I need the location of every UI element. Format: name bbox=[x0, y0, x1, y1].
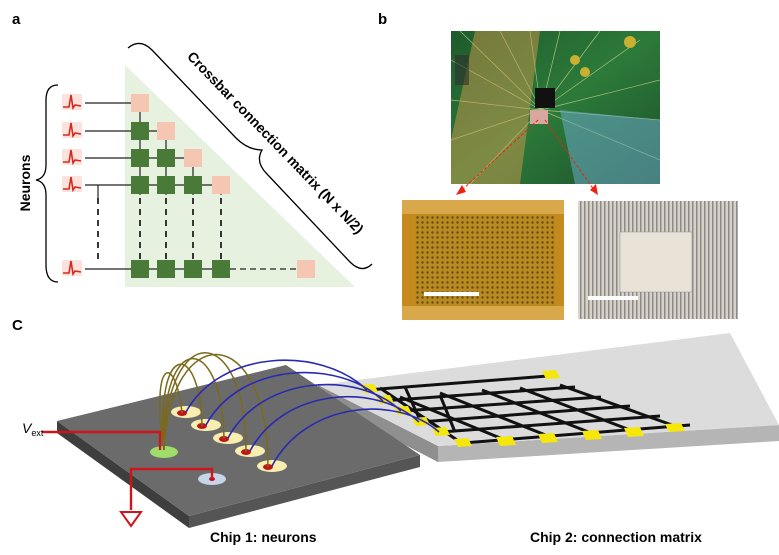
node-pink bbox=[157, 122, 175, 140]
node-pink bbox=[184, 149, 202, 167]
input-electrode bbox=[150, 446, 178, 458]
chip1-label: Chip 1: neurons bbox=[210, 529, 317, 545]
node-green bbox=[131, 260, 149, 278]
node-green bbox=[131, 122, 149, 140]
spike-icon bbox=[62, 94, 82, 111]
node-green bbox=[157, 176, 175, 194]
node-green bbox=[131, 176, 149, 194]
spike-icon bbox=[62, 122, 82, 139]
node-green bbox=[184, 176, 202, 194]
scale-bar bbox=[424, 292, 479, 296]
spike-icon bbox=[62, 176, 82, 193]
chip2-label: Chip 2: connection matrix bbox=[530, 529, 702, 545]
external-wire bbox=[42, 430, 214, 510]
neurons-label: Neurons bbox=[17, 154, 33, 211]
panel-a: a bbox=[12, 11, 373, 287]
panel-c-label: C bbox=[12, 317, 23, 334]
crossbar-nodes bbox=[131, 94, 315, 278]
neuron-spikes bbox=[62, 94, 82, 277]
node-pink bbox=[131, 94, 149, 112]
node-green bbox=[157, 260, 175, 278]
neurons-brace bbox=[35, 84, 59, 283]
crossbar-triangle bbox=[125, 65, 355, 287]
panel-b: b bbox=[378, 11, 738, 320]
node-green bbox=[157, 149, 175, 167]
node-green bbox=[131, 149, 149, 167]
connection-arcs bbox=[185, 359, 440, 467]
node-pink bbox=[297, 260, 315, 278]
scale-bar bbox=[588, 296, 638, 300]
crossbar-brace bbox=[127, 42, 373, 270]
chip-1 bbox=[57, 365, 420, 528]
panel-a-label: a bbox=[12, 11, 21, 28]
chip-2 bbox=[318, 333, 779, 462]
node-green bbox=[184, 260, 202, 278]
matrix-chip-micrograph bbox=[578, 201, 738, 319]
board-photo bbox=[450, 30, 661, 185]
vext-label: Vext bbox=[22, 420, 44, 438]
spike-icon bbox=[62, 260, 82, 277]
panel-c: C bbox=[12, 317, 779, 545]
panel-b-label: b bbox=[378, 11, 387, 28]
spike-icon bbox=[62, 149, 82, 166]
node-pink bbox=[212, 176, 230, 194]
node-green bbox=[212, 260, 230, 278]
input-arcs bbox=[159, 352, 269, 468]
ground-icon bbox=[119, 511, 143, 528]
neuron-chip-micrograph bbox=[402, 200, 564, 320]
